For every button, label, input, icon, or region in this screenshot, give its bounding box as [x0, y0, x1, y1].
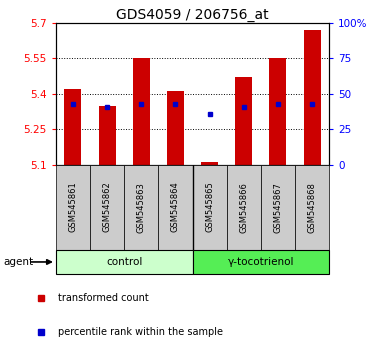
Text: percentile rank within the sample: percentile rank within the sample	[58, 327, 223, 337]
Bar	[270, 58, 286, 165]
Bar	[261, 165, 295, 250]
Text: agent: agent	[4, 257, 34, 267]
Bar	[99, 105, 116, 165]
Bar	[158, 165, 192, 250]
Bar	[90, 165, 124, 250]
Bar	[227, 165, 261, 250]
Bar	[56, 250, 192, 274]
Bar	[56, 165, 90, 250]
Title: GDS4059 / 206756_at: GDS4059 / 206756_at	[116, 8, 269, 22]
Text: GSM545868: GSM545868	[308, 182, 316, 233]
Bar	[192, 165, 227, 250]
Bar	[124, 165, 158, 250]
Text: GSM545861: GSM545861	[69, 182, 77, 233]
Text: control: control	[106, 257, 142, 267]
Text: GSM545864: GSM545864	[171, 182, 180, 233]
Text: GSM545862: GSM545862	[102, 182, 112, 233]
Text: GSM545863: GSM545863	[137, 182, 146, 233]
Text: GSM545867: GSM545867	[273, 182, 283, 233]
Bar	[192, 250, 329, 274]
Bar	[133, 58, 150, 165]
Text: GSM545866: GSM545866	[239, 182, 248, 233]
Text: GSM545865: GSM545865	[205, 182, 214, 233]
Text: γ-tocotrienol: γ-tocotrienol	[228, 257, 294, 267]
Bar	[235, 77, 252, 165]
Bar	[201, 162, 218, 165]
Bar	[295, 165, 329, 250]
Text: transformed count: transformed count	[58, 293, 149, 303]
Bar	[167, 91, 184, 165]
Bar	[303, 30, 321, 165]
Bar	[64, 89, 82, 165]
